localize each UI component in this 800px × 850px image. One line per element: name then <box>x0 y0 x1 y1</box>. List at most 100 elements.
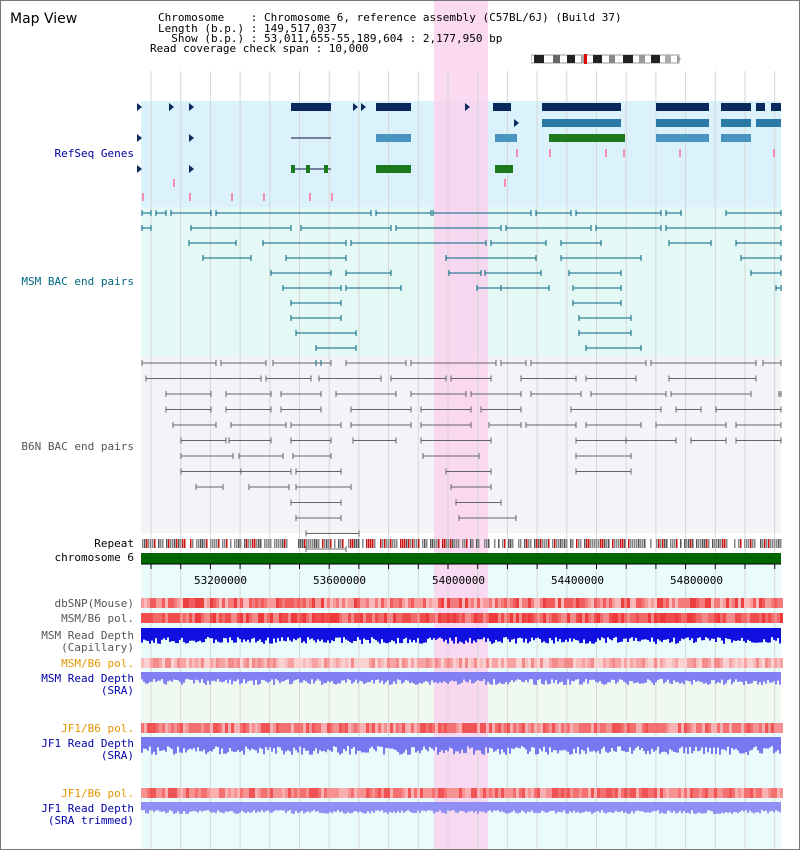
msm-pol-sra-cell <box>459 658 462 668</box>
jf1-depth-trim-bar <box>735 802 737 813</box>
msm-pol-cell <box>180 613 183 623</box>
msm-pol-sra-cell <box>654 658 657 668</box>
repeat-feature <box>142 539 144 548</box>
msm-depth-cap-bar <box>325 628 327 643</box>
repeat-feature <box>254 539 256 548</box>
jf1-pol-cell <box>417 723 420 733</box>
msm-depth-cap-bar <box>547 628 549 644</box>
msm-pol-cell <box>360 613 363 623</box>
msm-depth-sra-label[interactable]: MSM Read Depth <box>41 672 134 685</box>
msm-depth-sra-bar <box>299 672 301 683</box>
msm-depth-capillary-label[interactable]: MSM Read Depth <box>41 629 134 642</box>
msm-pol-sra-cell <box>297 658 300 668</box>
repeat-feature <box>526 539 528 548</box>
msm-depth-sra-bar <box>223 672 225 682</box>
refseq-genes-label[interactable]: RefSeq Genes <box>54 147 134 160</box>
jf1-pol-cell <box>639 723 642 733</box>
jf1-pol-cell <box>612 723 615 733</box>
jf1-depth-sra-bar <box>579 737 581 755</box>
jf1-depth-sra-bar <box>391 737 393 749</box>
msm-depth-cap-bar <box>743 628 745 642</box>
msm-pol-sra-cell <box>414 658 417 668</box>
jf1-depth-trim-bar <box>259 802 261 813</box>
jf1-depth-sra-bar <box>691 737 693 754</box>
msm-pol-cell <box>504 613 507 623</box>
repeat-label[interactable]: Repeat <box>94 537 134 550</box>
jf1-pol-trim-cell <box>405 788 408 798</box>
jf1-depth-trim-bar <box>397 802 399 812</box>
jf1-depth-trim-bar <box>361 802 363 813</box>
msm-pol-sra-cell <box>150 658 153 668</box>
repeat-feature <box>162 539 164 548</box>
msm-pol-sra-cell <box>744 658 747 668</box>
msm-depth-cap-bar <box>395 628 397 644</box>
msm-pol-cell <box>264 613 267 623</box>
jf1-depth-trim-bar <box>179 802 181 814</box>
chromosome-ideogram[interactable] <box>531 53 681 65</box>
msm-depth-sra-bar <box>531 672 533 680</box>
msm-pol-sra-cell <box>711 658 714 668</box>
msm-depth-sra-bar <box>723 672 725 685</box>
msm-depth-cap-bar <box>245 628 247 642</box>
jf1-pol-trim-cell <box>177 788 180 798</box>
msm-pol-cell <box>675 613 678 623</box>
msm-depth-cap-bar <box>453 628 455 644</box>
jf1-pol-trim-cell <box>243 788 246 798</box>
jf1-depth-trim-bar <box>183 802 185 811</box>
msm-depth-cap-bar <box>291 628 293 642</box>
msm-depth-sra-bar <box>645 672 647 683</box>
jf1-b6-pol-label[interactable]: JF1/B6 pol. <box>61 722 134 735</box>
msm-pol-sra-cell <box>519 658 522 668</box>
msm-pol-sra-cell <box>681 658 684 668</box>
repeat-feature <box>566 539 568 548</box>
msm-depth-cap-bar <box>279 628 281 642</box>
msm-pol-cell <box>303 613 306 623</box>
jf1-depth-trim-bar <box>755 802 757 813</box>
jf1-depth-trim-bar <box>347 802 349 813</box>
jf1-depth-sra-bar <box>451 737 453 749</box>
msm-pol-sra-cell <box>168 658 171 668</box>
jf1-pol-trim-cell <box>483 788 486 798</box>
jf1-depth-sra-label[interactable]: JF1 Read Depth <box>41 737 134 750</box>
msm-pol-sra-cell <box>660 658 663 668</box>
msm-b6-pol-sra-label[interactable]: MSM/B6 pol. <box>61 657 134 670</box>
jf1-depth-sra-bar <box>209 737 211 751</box>
dbsnp-cell <box>312 598 315 608</box>
jf1-pol-cell <box>339 723 342 733</box>
dbsnp-label[interactable]: dbSNP(Mouse) <box>54 597 134 610</box>
b6n-bac-label[interactable]: B6N BAC end pairs <box>21 440 134 453</box>
gene-arrow <box>137 165 142 173</box>
gene-marker <box>142 193 144 201</box>
jf1-depth-sra-bar <box>245 737 247 747</box>
dbsnp-cell <box>567 598 570 608</box>
jf1-pol-trim-cell <box>219 788 222 798</box>
jf1-depth-sra-bar <box>197 737 199 748</box>
jf1-b6-pol-trim-label[interactable]: JF1/B6 pol. <box>61 787 134 800</box>
msm-depth-cap-bar <box>563 628 565 643</box>
msm-depth-sra-bar <box>651 672 653 683</box>
msm-depth-cap-bar <box>347 628 349 641</box>
msm-pol-cell <box>372 613 375 623</box>
jf1-pol-trim-cell <box>525 788 528 798</box>
msm-pol-cell <box>546 613 549 623</box>
msm-depth-cap-bar <box>379 628 381 644</box>
msm-depth-sra-bar <box>351 672 353 684</box>
msm-pol-cell <box>450 613 453 623</box>
gene-feature <box>656 119 709 127</box>
msm-pol-sra-cell <box>570 658 573 668</box>
jf1-depth-sra-bar <box>545 737 547 753</box>
msm-depth-sra-bar <box>355 672 357 680</box>
jf1-depth-sra-bar <box>343 737 345 750</box>
jf1-depth-trim-label[interactable]: JF1 Read Depth <box>41 802 134 815</box>
msm-bac-label[interactable]: MSM BAC end pairs <box>21 275 134 288</box>
msm-depth-cap-bar <box>615 628 617 638</box>
jf1-pol-trim-cell <box>591 788 594 798</box>
jf1-depth-sra-bar <box>297 737 299 753</box>
jf1-pol-cell <box>687 723 690 733</box>
jf1-pol-cell <box>297 723 300 733</box>
dbsnp-cell <box>687 598 690 608</box>
gene-feature <box>656 103 709 111</box>
msm-b6-pol-label[interactable]: MSM/B6 pol. <box>61 612 134 625</box>
dbsnp-cell <box>744 598 747 608</box>
